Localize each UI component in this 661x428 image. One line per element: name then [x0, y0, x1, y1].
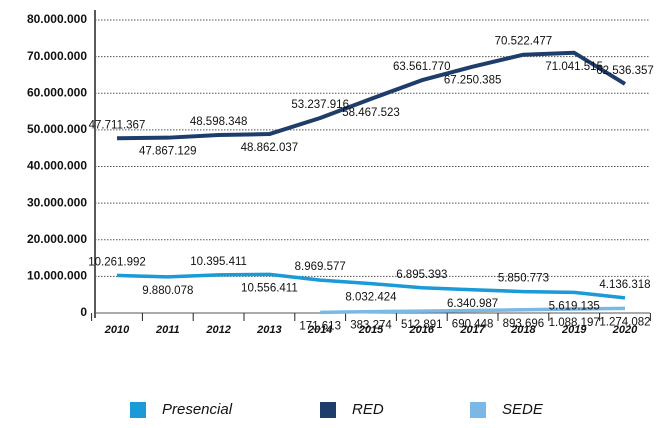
y-tick-label: 80.000.000 [27, 12, 87, 26]
y-tick-label: 40.000.000 [27, 159, 87, 173]
data-label: 47.711.367 [89, 119, 146, 131]
legend-label: SEDE [502, 401, 544, 418]
legend-label: Presencial [162, 401, 233, 418]
data-label: 6.895.393 [396, 269, 447, 281]
x-tick-label: 2020 [612, 324, 638, 336]
legend-swatch [130, 402, 146, 418]
x-tick-label: 2019 [561, 324, 587, 336]
series-line [116, 272, 626, 300]
y-tick-label: 20.000.000 [27, 232, 87, 246]
y-tick-label: 30.000.000 [27, 195, 87, 209]
x-tick-label: 2014 [307, 324, 332, 336]
data-label: 48.598.348 [190, 116, 248, 128]
data-label: 67.250.385 [444, 75, 502, 87]
data-label: 893.696 [503, 318, 545, 330]
data-label: 53.237.916 [291, 99, 349, 111]
y-tick-label: 0 [80, 305, 87, 319]
data-label: 512.891 [401, 319, 443, 331]
x-tick-label: 2010 [104, 324, 130, 336]
data-label: 171.613 [299, 320, 341, 332]
data-label: 47.867.129 [139, 146, 197, 158]
data-label: 6.340.987 [447, 298, 498, 310]
data-label: 5.850.773 [498, 273, 549, 285]
x-tick-label: 2015 [358, 324, 384, 336]
y-tick-label: 50.000.000 [27, 122, 87, 136]
x-tick-label: 2018 [510, 324, 536, 336]
series-line [116, 50, 627, 141]
y-tick-label: 10.000.000 [27, 269, 87, 283]
data-label: 8.969.577 [295, 261, 346, 273]
x-tick-label: 2011 [155, 324, 180, 336]
data-label: 8.032.424 [345, 292, 397, 304]
data-label: 383.274 [350, 320, 392, 332]
legend-swatch [320, 402, 336, 418]
data-label: 690.448 [452, 319, 494, 331]
data-label: 10.556.411 [241, 282, 298, 294]
x-tick-label: 2013 [256, 324, 281, 336]
data-label: 71.041.515 [545, 61, 603, 73]
series-line [320, 306, 626, 315]
data-label: 1.274.082 [599, 316, 650, 328]
data-label: 1.088.197 [549, 317, 600, 329]
legend-label: RED [352, 401, 384, 418]
x-tick-label: 2012 [205, 324, 230, 336]
data-label: 9.880.078 [142, 285, 193, 297]
data-label: 4.136.318 [599, 279, 650, 291]
data-label: 10.395.411 [190, 256, 247, 268]
x-tick-label: 2016 [409, 324, 435, 336]
data-label: 63.561.770 [393, 61, 451, 73]
x-tick-label: 2017 [459, 324, 485, 336]
data-label: 70.522.477 [495, 36, 553, 48]
data-label: 5.619.135 [549, 300, 600, 312]
y-tick-label: 60.000.000 [27, 85, 87, 99]
legend-swatch [470, 402, 486, 418]
data-label: 10.261.992 [88, 256, 146, 268]
data-label: 62.536.357 [596, 65, 654, 77]
y-tick-label: 70.000.000 [27, 49, 87, 63]
data-label: 48.862.037 [241, 142, 299, 154]
data-label: 58.467.523 [342, 107, 400, 119]
